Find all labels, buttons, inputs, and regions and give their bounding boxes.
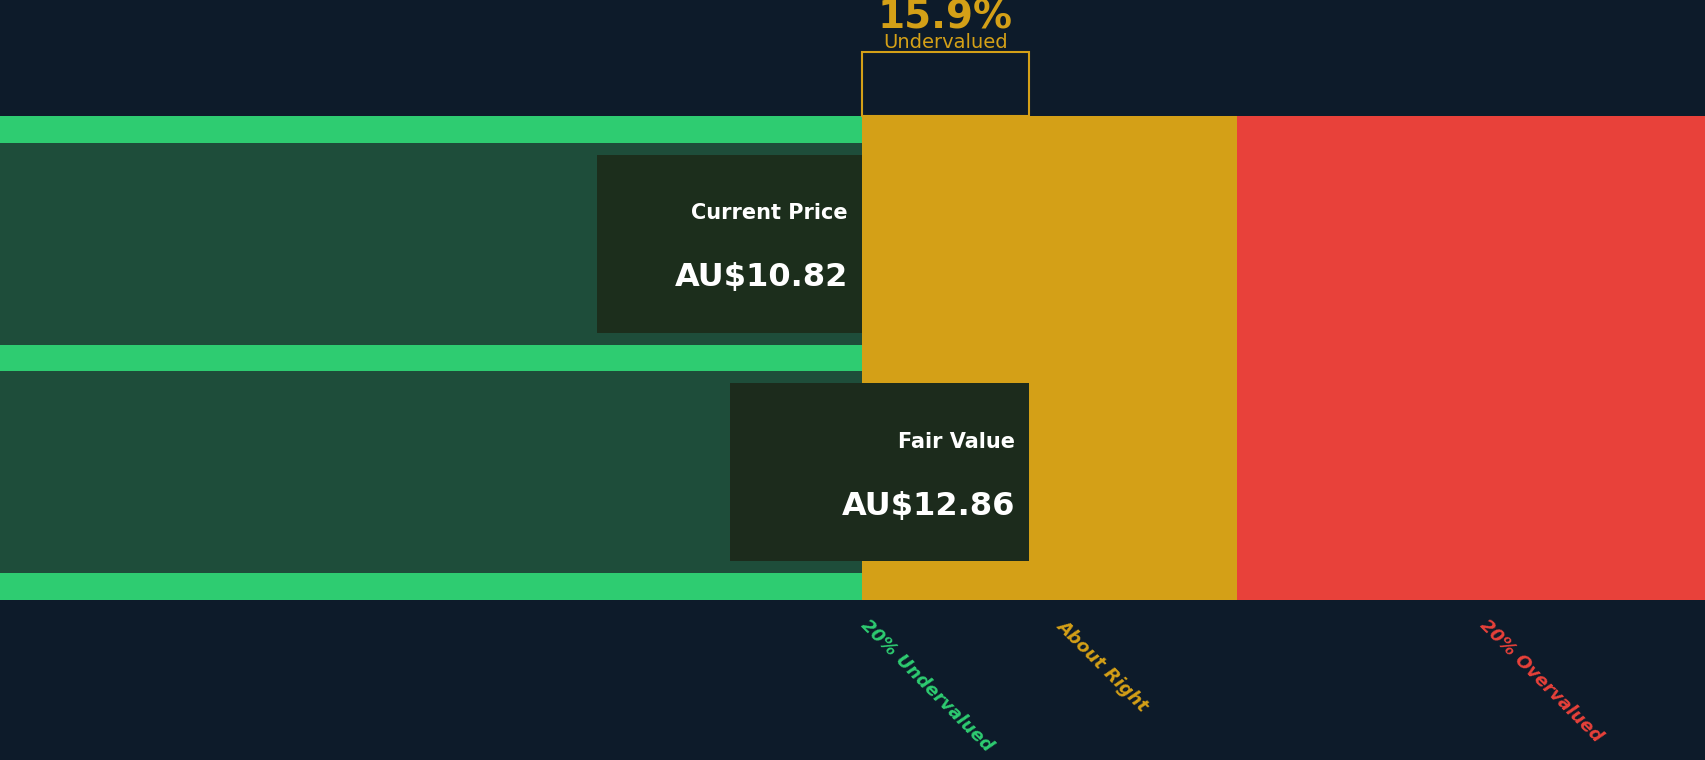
- Text: AU$12.86: AU$12.86: [841, 491, 1014, 522]
- Bar: [0, 143, 861, 345]
- Text: 15.9%: 15.9%: [876, 0, 1013, 36]
- Text: AU$10.82: AU$10.82: [673, 262, 847, 293]
- Bar: [0, 345, 861, 372]
- Bar: [861, 372, 1236, 573]
- Bar: [730, 383, 1028, 562]
- Bar: [0, 573, 861, 600]
- Bar: [597, 155, 861, 333]
- Bar: [861, 345, 1236, 372]
- Bar: [1236, 116, 1705, 143]
- Text: Undervalued: Undervalued: [881, 33, 1008, 52]
- Bar: [861, 116, 1236, 143]
- Text: Current Price: Current Price: [691, 203, 847, 223]
- Text: Fair Value: Fair Value: [897, 432, 1014, 452]
- Bar: [1236, 573, 1705, 600]
- Bar: [861, 52, 1028, 116]
- Bar: [1236, 143, 1705, 345]
- Bar: [1236, 345, 1705, 372]
- Text: 20% Undervalued: 20% Undervalued: [858, 616, 996, 755]
- Text: 20% Overvalued: 20% Overvalued: [1475, 616, 1604, 746]
- Bar: [1236, 372, 1705, 573]
- Text: About Right: About Right: [1054, 616, 1151, 714]
- Bar: [0, 372, 861, 573]
- Bar: [0, 116, 861, 143]
- Bar: [861, 573, 1236, 600]
- Bar: [861, 143, 1236, 345]
